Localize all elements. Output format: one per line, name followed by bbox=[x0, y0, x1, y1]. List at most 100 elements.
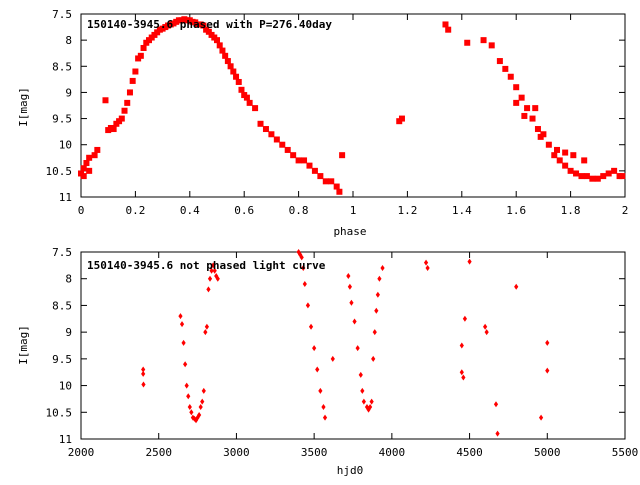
x-tick-label: 1.8 bbox=[561, 204, 581, 217]
data-point bbox=[246, 99, 253, 106]
x-axis-label: hjd0 bbox=[337, 464, 364, 477]
y-tick-label: 8.5 bbox=[52, 299, 72, 312]
data-point bbox=[257, 120, 264, 127]
data-point bbox=[200, 398, 205, 405]
x-tick-label: 4500 bbox=[456, 446, 483, 459]
x-tick-label: 1.2 bbox=[397, 204, 417, 217]
data-point bbox=[284, 146, 291, 153]
data-point bbox=[567, 167, 574, 174]
data-point bbox=[589, 175, 596, 182]
data-point bbox=[375, 291, 380, 298]
y-ticks: 7.5 8 8.5 9 9.5 10 10.5 11 bbox=[46, 8, 625, 204]
data-point bbox=[358, 371, 363, 378]
data-point bbox=[312, 345, 317, 352]
data-point bbox=[315, 366, 320, 373]
data-point bbox=[532, 105, 539, 112]
data-point bbox=[187, 403, 192, 410]
data-point bbox=[178, 313, 183, 320]
y-tick-label: 9.5 bbox=[52, 113, 72, 126]
x-ticks: 2000 2500 3000 3500 4000 4500 5000 5500 bbox=[68, 252, 639, 459]
y-tick-label: 10 bbox=[59, 139, 72, 152]
data-point bbox=[594, 175, 601, 182]
data-point bbox=[518, 94, 525, 101]
x-tick-label: 0 bbox=[78, 204, 85, 217]
data-point bbox=[529, 115, 536, 122]
data-point bbox=[367, 403, 373, 410]
data-point bbox=[537, 133, 544, 140]
data-point bbox=[110, 126, 117, 133]
data-point bbox=[200, 22, 207, 29]
data-point bbox=[224, 58, 231, 65]
data-point bbox=[183, 361, 188, 368]
data-point bbox=[290, 152, 297, 159]
x-tick-label: 0.4 bbox=[180, 204, 200, 217]
data-point bbox=[423, 259, 429, 266]
plot-frame bbox=[80, 13, 626, 198]
data-point bbox=[377, 275, 382, 282]
data-point bbox=[398, 115, 405, 122]
data-point bbox=[562, 149, 569, 156]
data-point bbox=[347, 283, 352, 290]
data-point bbox=[189, 409, 194, 416]
data-point bbox=[206, 286, 211, 293]
data-point bbox=[279, 141, 286, 148]
data-point bbox=[534, 126, 541, 133]
plot-frame bbox=[80, 251, 626, 440]
data-point bbox=[212, 267, 217, 274]
data-point bbox=[545, 339, 550, 346]
x-tick-label: 0.6 bbox=[234, 204, 254, 217]
data-point bbox=[80, 165, 87, 172]
data-point bbox=[296, 249, 301, 255]
data-point bbox=[141, 366, 146, 373]
data-point bbox=[181, 339, 186, 346]
chart-title: 150140-3945.6 phased with P=276.40day bbox=[87, 18, 332, 31]
data-point bbox=[556, 157, 563, 164]
y-tick-label: 11 bbox=[59, 433, 72, 446]
data-series bbox=[78, 16, 626, 195]
data-point bbox=[513, 99, 520, 106]
data-point bbox=[186, 393, 191, 400]
data-point bbox=[502, 65, 509, 72]
data-point bbox=[514, 283, 519, 290]
x-tick-label: 4000 bbox=[379, 446, 406, 459]
y-tick-label: 8 bbox=[65, 34, 72, 47]
x-tick-label: 3500 bbox=[301, 446, 328, 459]
data-point bbox=[80, 173, 87, 180]
data-point bbox=[349, 299, 354, 306]
data-point bbox=[301, 157, 308, 164]
y-axis-label: I[mag] bbox=[17, 325, 30, 365]
data-point bbox=[308, 323, 314, 330]
x-tick-label: 5500 bbox=[612, 446, 639, 459]
x-tick-label: 3000 bbox=[223, 446, 250, 459]
data-point bbox=[611, 167, 618, 174]
x-axis-label: phase bbox=[333, 225, 366, 238]
data-point bbox=[488, 42, 495, 49]
data-point bbox=[227, 63, 234, 70]
data-point bbox=[554, 146, 560, 153]
data-point bbox=[573, 170, 580, 177]
data-point bbox=[238, 86, 245, 93]
data-point bbox=[330, 355, 335, 362]
data-point bbox=[137, 52, 144, 59]
data-point bbox=[484, 329, 489, 336]
data-point bbox=[524, 105, 531, 112]
data-point bbox=[211, 262, 216, 269]
data-point bbox=[538, 414, 544, 421]
data-point bbox=[301, 265, 306, 272]
data-point bbox=[464, 39, 471, 46]
data-point bbox=[380, 265, 385, 272]
data-point bbox=[184, 382, 189, 389]
data-point bbox=[126, 89, 133, 96]
y-tick-label: 7.5 bbox=[52, 8, 72, 21]
data-point bbox=[197, 411, 202, 418]
data-point bbox=[369, 398, 374, 405]
data-point bbox=[322, 178, 329, 185]
data-point bbox=[360, 387, 365, 394]
y-tick-label: 8 bbox=[65, 273, 72, 286]
data-point bbox=[141, 381, 146, 388]
data-point bbox=[141, 370, 146, 377]
data-point bbox=[462, 315, 468, 322]
data-point bbox=[521, 112, 528, 119]
data-point bbox=[205, 28, 212, 35]
